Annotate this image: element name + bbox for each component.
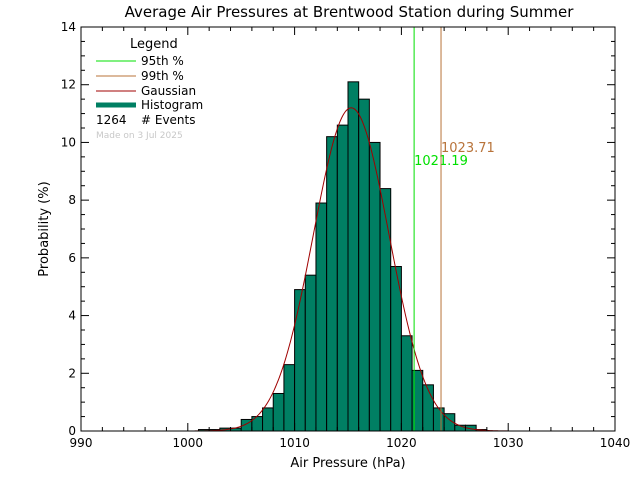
legend: Legend 95th % 99th % Gaussian Histogram …: [96, 37, 203, 141]
x-tick-label: 1000: [173, 436, 204, 450]
histogram-bar: [304, 274, 317, 432]
y-tick-label: 14: [61, 20, 76, 34]
histogram-bar: [262, 407, 274, 432]
y-tick-label: 8: [68, 193, 76, 207]
legend-label-95th: 95th %: [141, 54, 184, 68]
y-tick-label: 4: [68, 309, 76, 323]
y-tick-label: 12: [61, 78, 76, 92]
y-axis-label: Probability (%): [37, 181, 52, 276]
x-tick-label: 1020: [386, 436, 417, 450]
x-tick-label: 1010: [279, 436, 310, 450]
gaussian-curve: [187, 107, 519, 432]
histogram-bar: [422, 384, 434, 432]
histogram-bar: [432, 407, 445, 432]
legend-events-count: 1264: [96, 113, 127, 127]
legend-title: Legend: [130, 37, 178, 52]
histogram-bar: [347, 81, 360, 432]
chart-title: Average Air Pressures at Brentwood Stati…: [125, 3, 575, 21]
histogram-bar: [272, 392, 285, 432]
histogram-bar: [400, 335, 413, 432]
y-tick-label: 2: [68, 366, 76, 380]
legend-label-99th: 99th %: [141, 69, 184, 83]
x-tick-label: 1030: [493, 436, 524, 450]
percentile-value-label: 1023.71: [441, 141, 495, 156]
histogram-bar: [283, 364, 296, 432]
histogram-bar: [336, 124, 349, 432]
x-axis-label: Air Pressure (hPa): [290, 456, 405, 471]
histogram-bar: [315, 202, 328, 432]
y-tick-label: 0: [68, 424, 76, 438]
x-tick-label: 990: [70, 436, 93, 450]
legend-events-label: # Events: [141, 113, 196, 127]
y-tick-label: 10: [61, 135, 76, 149]
histogram-bar: [294, 289, 306, 432]
y-tick-label: 6: [68, 251, 76, 265]
histogram-bar: [326, 136, 338, 432]
legend-label-histogram: Histogram: [141, 98, 203, 112]
legend-label-gaussian: Gaussian: [141, 84, 196, 98]
histogram-bar: [358, 98, 370, 432]
histogram: [197, 81, 488, 432]
histogram-bar: [379, 188, 392, 432]
made-on-note: Made on 3 Jul 2025: [96, 131, 183, 141]
histogram-bar: [368, 141, 381, 432]
axis-ticks: 990 1000 1010 1020 1030 1040 0 2 4 6 8 10 12 14: [61, 20, 631, 450]
x-tick-label: 1040: [600, 436, 631, 450]
